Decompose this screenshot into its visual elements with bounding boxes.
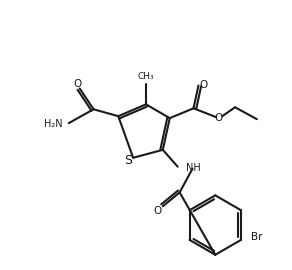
Text: NH: NH — [186, 163, 200, 173]
Text: Br: Br — [251, 232, 263, 242]
Text: S: S — [124, 154, 132, 167]
Text: O: O — [154, 206, 162, 216]
Text: O: O — [74, 79, 82, 89]
Text: H₂N: H₂N — [44, 119, 63, 129]
Text: CH₃: CH₃ — [138, 72, 154, 81]
Text: O: O — [214, 113, 223, 123]
Text: O: O — [199, 80, 208, 90]
